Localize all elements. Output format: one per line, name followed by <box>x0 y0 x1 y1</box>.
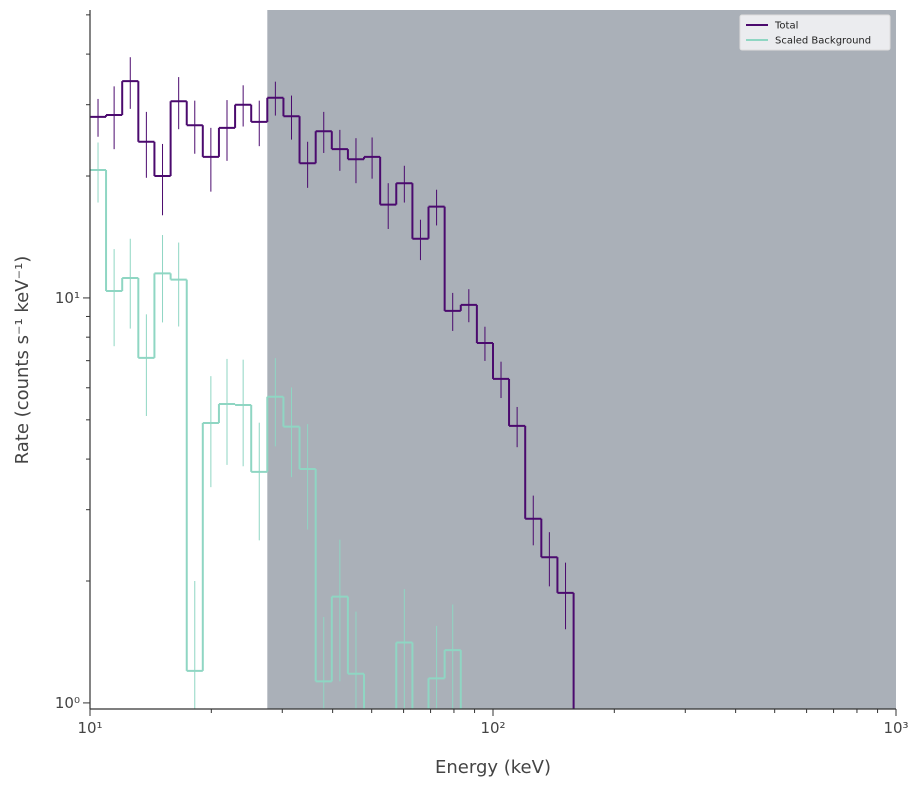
y-tick-label: 10⁰ <box>55 694 80 712</box>
x-tick-label: 10² <box>480 719 505 737</box>
y-axis-label: Rate (counts s⁻¹ keV⁻¹) <box>12 256 33 465</box>
x-tick-label: 10³ <box>883 719 908 737</box>
shaded-region <box>267 10 896 709</box>
legend-label: Total <box>774 21 798 32</box>
legend-box <box>739 14 891 51</box>
x-tick-label: 10¹ <box>77 719 102 737</box>
x-axis-label: Energy (keV) <box>435 757 551 778</box>
shade-layer <box>267 10 896 709</box>
plot-area <box>90 57 575 709</box>
legend-label: Scaled Background <box>775 36 871 47</box>
legend: Total Scaled Background <box>739 14 891 51</box>
y-tick-label: 10¹ <box>55 289 80 307</box>
axes: 10¹ 10² 10³ 10⁰ 10¹ <box>55 10 909 737</box>
